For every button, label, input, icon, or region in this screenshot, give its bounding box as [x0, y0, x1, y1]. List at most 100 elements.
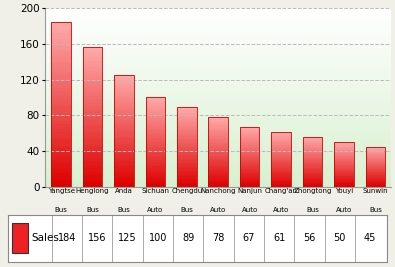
- Bar: [271, 169, 291, 170]
- Bar: [303, 157, 322, 158]
- Bar: [240, 148, 260, 149]
- Bar: [240, 142, 260, 143]
- Bar: [334, 142, 354, 143]
- Bar: [114, 109, 134, 111]
- Bar: [303, 139, 322, 140]
- Bar: [146, 176, 165, 178]
- Bar: [209, 129, 228, 130]
- Bar: [271, 171, 291, 172]
- Bar: [240, 134, 260, 135]
- Bar: [303, 169, 322, 170]
- Bar: [240, 185, 260, 186]
- Bar: [209, 142, 228, 143]
- Bar: [334, 150, 354, 151]
- Bar: [271, 168, 291, 169]
- Bar: [177, 183, 197, 184]
- Bar: [271, 146, 291, 147]
- Bar: [51, 179, 71, 181]
- Bar: [334, 181, 354, 182]
- Bar: [240, 149, 260, 150]
- Bar: [13, 223, 28, 253]
- Bar: [303, 145, 322, 146]
- Bar: [271, 132, 291, 187]
- Bar: [334, 163, 354, 164]
- Bar: [240, 183, 260, 184]
- Bar: [83, 122, 102, 124]
- Bar: [240, 143, 260, 144]
- Bar: [83, 66, 102, 68]
- Text: Auto: Auto: [210, 207, 226, 213]
- Bar: [240, 165, 260, 166]
- Bar: [240, 151, 260, 152]
- Bar: [114, 112, 134, 114]
- Bar: [334, 146, 354, 147]
- Bar: [83, 182, 102, 184]
- Bar: [271, 163, 291, 164]
- Bar: [209, 174, 228, 175]
- Bar: [303, 182, 322, 183]
- Bar: [271, 147, 291, 148]
- Bar: [209, 132, 228, 134]
- Bar: [334, 155, 354, 156]
- Bar: [303, 186, 322, 187]
- Bar: [240, 181, 260, 182]
- Bar: [146, 133, 165, 135]
- Bar: [51, 107, 71, 110]
- Bar: [51, 30, 71, 33]
- Text: 125: 125: [118, 233, 137, 243]
- Bar: [177, 134, 197, 135]
- Bar: [83, 92, 102, 94]
- Bar: [209, 139, 228, 140]
- Bar: [51, 91, 71, 94]
- Bar: [209, 168, 228, 170]
- Bar: [146, 167, 165, 169]
- Bar: [366, 148, 385, 149]
- Bar: [271, 153, 291, 154]
- Bar: [146, 121, 165, 123]
- Bar: [209, 160, 228, 161]
- Bar: [240, 173, 260, 174]
- Bar: [366, 169, 385, 170]
- Bar: [271, 160, 291, 162]
- Bar: [177, 164, 197, 166]
- Bar: [83, 52, 102, 54]
- Bar: [83, 61, 102, 64]
- Bar: [240, 169, 260, 170]
- Bar: [51, 176, 71, 179]
- Bar: [51, 173, 71, 176]
- Bar: [146, 162, 165, 163]
- Bar: [83, 115, 102, 117]
- Bar: [303, 150, 322, 151]
- Bar: [271, 134, 291, 135]
- Bar: [51, 151, 71, 154]
- Bar: [209, 117, 228, 187]
- Bar: [303, 180, 322, 181]
- Bar: [334, 157, 354, 158]
- Bar: [177, 131, 197, 132]
- Bar: [177, 132, 197, 134]
- Bar: [146, 138, 165, 139]
- Bar: [303, 179, 322, 180]
- Bar: [334, 142, 354, 187]
- Text: 100: 100: [149, 233, 167, 243]
- Bar: [177, 158, 197, 159]
- Bar: [334, 143, 354, 144]
- Bar: [240, 137, 260, 138]
- Bar: [51, 69, 71, 72]
- Bar: [177, 126, 197, 127]
- Bar: [146, 181, 165, 182]
- Bar: [271, 152, 291, 153]
- Bar: [240, 157, 260, 158]
- Bar: [83, 138, 102, 140]
- Bar: [240, 136, 260, 137]
- Bar: [177, 186, 197, 187]
- Bar: [177, 114, 197, 115]
- Bar: [177, 180, 197, 182]
- Bar: [209, 144, 228, 145]
- Bar: [83, 103, 102, 105]
- Bar: [83, 166, 102, 168]
- Bar: [334, 169, 354, 170]
- Bar: [83, 73, 102, 75]
- Bar: [240, 156, 260, 157]
- Bar: [303, 172, 322, 173]
